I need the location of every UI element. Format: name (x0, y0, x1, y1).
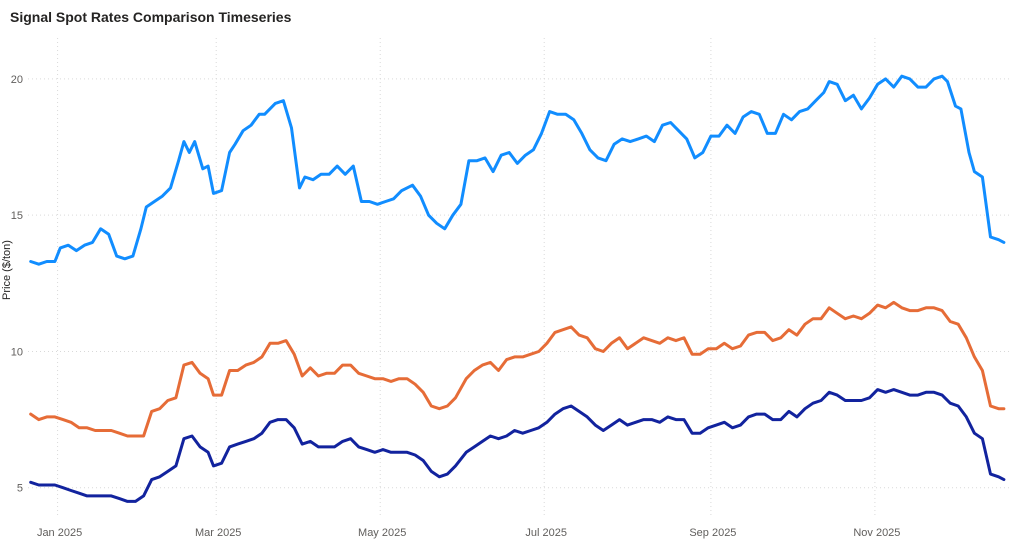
y-tick-label: 20 (11, 74, 23, 86)
y-tick-label: 10 (11, 346, 23, 358)
x-tick-label: Nov 2025 (853, 527, 900, 539)
x-axis-ticks: Jan 2025 Mar 2025 May 2025 Jul 2025 Sep 2025… (37, 527, 900, 539)
gridlines (28, 38, 1012, 515)
x-tick-label: May 2025 (358, 527, 406, 539)
x-tick-label: Mar 2025 (195, 527, 241, 539)
chart-title: Signal Spot Rates Comparison Timeseries (10, 9, 292, 25)
y-axis-ticks: 5 10 15 20 (11, 74, 23, 495)
x-tick-label: Jul 2025 (525, 527, 567, 539)
x-tick-label: Sep 2025 (689, 527, 736, 539)
series-line-1 (29, 74, 1006, 266)
series-line-2 (29, 300, 1006, 438)
y-tick-label: 5 (17, 483, 23, 495)
y-tick-label: 15 (11, 210, 23, 222)
series-line-3 (29, 388, 1006, 503)
x-tick-label: Jan 2025 (37, 527, 82, 539)
y-axis-title: Price ($/ton) (1, 240, 13, 300)
series-lines (29, 74, 1006, 503)
